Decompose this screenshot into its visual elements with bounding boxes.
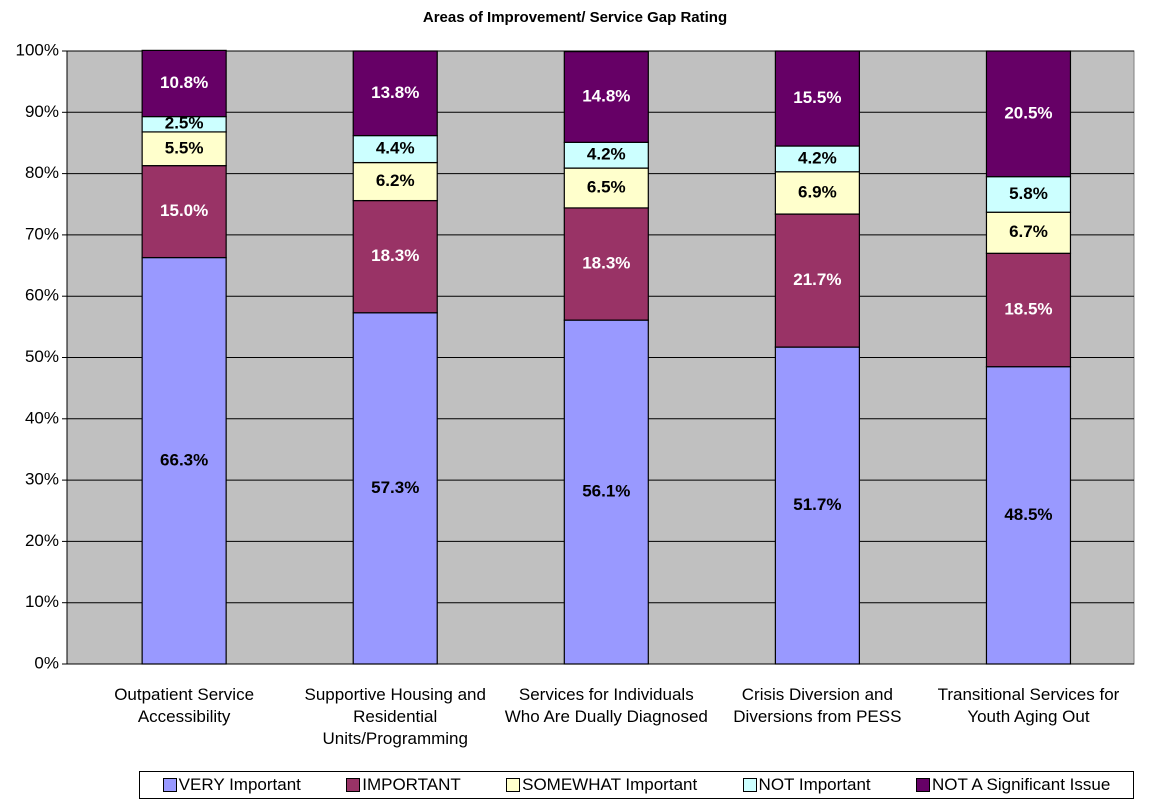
data-label: 56.1% — [582, 482, 630, 501]
y-tick-label: 30% — [25, 470, 59, 489]
x-tick-label: Crisis Diversion and Diversions from PES… — [733, 685, 902, 726]
bar-segment — [774, 50, 860, 147]
data-label: 14.8% — [582, 86, 630, 105]
y-tick-label: 90% — [25, 102, 59, 121]
y-tick-label: 80% — [25, 163, 59, 182]
legend-item: IMPORTANT — [346, 775, 461, 795]
legend-swatch — [162, 778, 177, 792]
bar-segment — [352, 161, 438, 202]
chart-title: Areas of Improvement/ Service Gap Rating — [423, 9, 727, 26]
bar-segment — [563, 51, 649, 143]
data-label: 6.5% — [587, 177, 626, 196]
bar-segment — [352, 199, 438, 314]
data-label: 6.2% — [376, 171, 415, 190]
legend-item: NOT A Significant Issue — [916, 775, 1110, 795]
data-label: 6.7% — [1009, 222, 1048, 241]
bar-segment — [141, 256, 227, 665]
y-tick-label: 60% — [25, 286, 59, 305]
legend-swatch — [916, 778, 931, 792]
bar-segment — [141, 49, 227, 118]
bar-segment — [563, 207, 649, 321]
data-label: 13.8% — [371, 83, 419, 102]
legend-item: VERY Important — [162, 775, 301, 795]
bar-segment — [141, 165, 227, 259]
data-label: 10.8% — [160, 73, 208, 92]
bar-segment — [563, 167, 649, 209]
data-label: 51.7% — [793, 495, 841, 514]
legend-label: VERY Important — [178, 775, 301, 794]
bar-segment — [774, 213, 860, 348]
data-label: 5.5% — [165, 138, 204, 157]
bar-segment — [563, 141, 649, 169]
y-tick-label: 100% — [16, 40, 59, 59]
legend: VERY Important IMPORTANT SOMEWHAT Importan… — [139, 771, 1134, 799]
data-label: 6.9% — [798, 182, 837, 201]
legend-label: NOT Important — [758, 775, 871, 794]
data-label: 48.5% — [1004, 505, 1052, 524]
bar-segment — [563, 319, 649, 665]
data-label: 4.4% — [376, 139, 415, 158]
data-label: 20.5% — [1004, 103, 1052, 122]
y-tick-label: 50% — [25, 347, 59, 366]
bar-segment — [774, 171, 860, 215]
bar-segment — [985, 252, 1072, 368]
bar-segment — [985, 211, 1072, 254]
legend-swatch — [742, 778, 757, 792]
data-label: 21.7% — [793, 270, 841, 289]
x-tick-label: Transitional Services for Youth Aging Ou… — [937, 685, 1120, 726]
legend-item: NOT Important — [742, 775, 871, 795]
legend-label: NOT A Significant Issue — [932, 775, 1111, 794]
bar-segment — [352, 134, 438, 164]
y-tick-label: 40% — [25, 408, 59, 427]
data-label: 15.0% — [160, 201, 208, 220]
y-tick-label: 0% — [34, 653, 59, 672]
data-label: 57.3% — [371, 478, 419, 497]
bar-segment — [985, 176, 1072, 213]
legend-label: IMPORTANT — [362, 775, 461, 794]
x-tick-label: Supportive Housing and Residential Units… — [304, 685, 486, 748]
data-label: 5.8% — [1009, 184, 1048, 203]
data-label: 18.3% — [582, 254, 630, 273]
bar-segment — [352, 50, 438, 137]
data-label: 2.5% — [165, 114, 204, 133]
data-label: 66.3% — [160, 450, 208, 469]
data-label: 4.2% — [798, 148, 837, 167]
bar-segment — [352, 312, 438, 665]
y-tick-label: 70% — [25, 224, 59, 243]
y-tick-label: 10% — [25, 592, 59, 611]
legend-item: SOMEWHAT Important — [506, 775, 697, 795]
data-label: 15.5% — [793, 88, 841, 107]
bar-segment — [774, 145, 860, 173]
legend-swatch — [346, 778, 361, 792]
x-tick-label: Services for Individuals Who Are Dually … — [504, 685, 708, 726]
y-tick-label: 20% — [25, 531, 59, 550]
data-label: 18.3% — [371, 246, 419, 265]
legend-swatch — [506, 778, 521, 792]
x-tick-label: Outpatient Service Accessibility — [114, 685, 255, 726]
bar-segment — [985, 50, 1072, 178]
data-label: 18.5% — [1004, 299, 1052, 318]
legend-label: SOMEWHAT Important — [522, 775, 698, 794]
data-label: 4.2% — [587, 145, 626, 164]
